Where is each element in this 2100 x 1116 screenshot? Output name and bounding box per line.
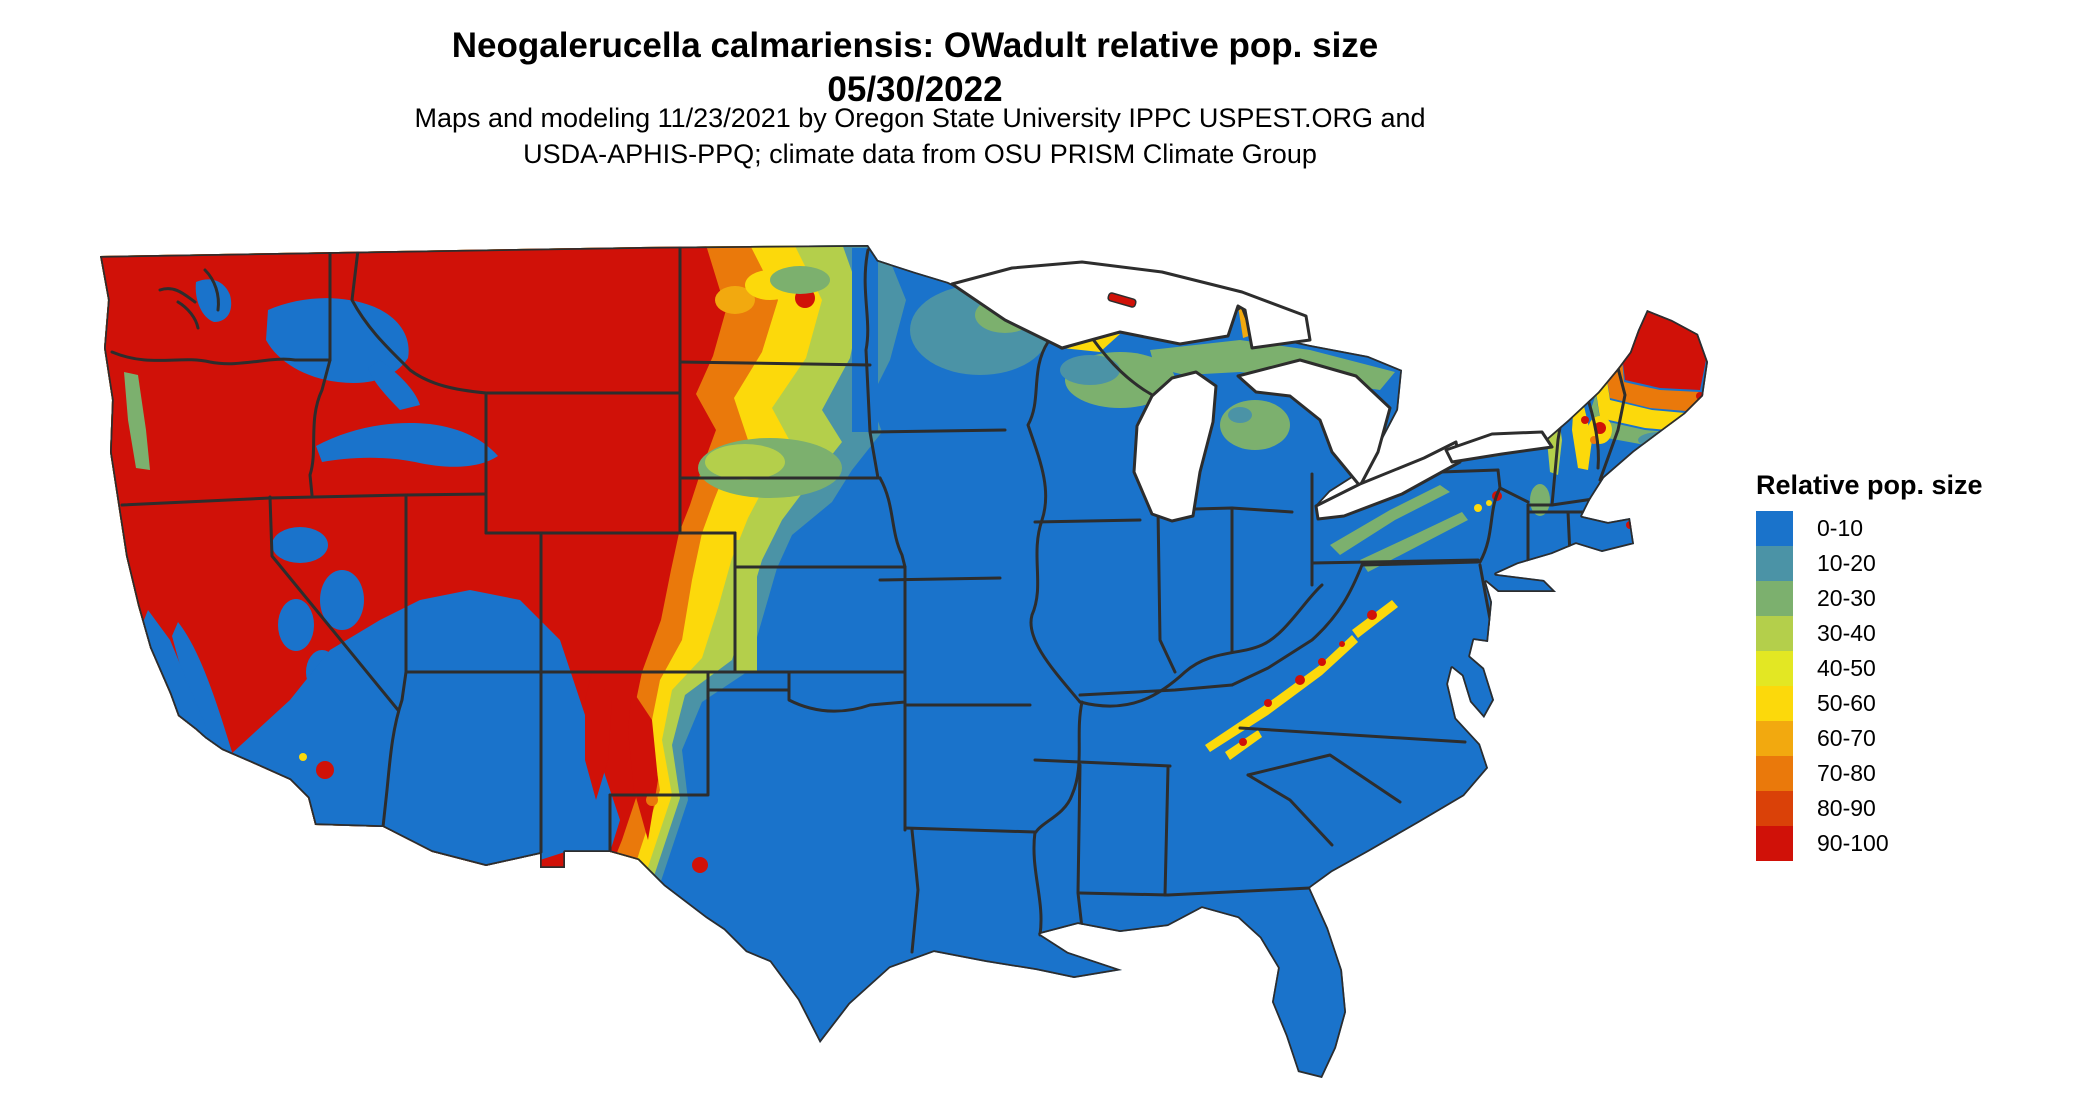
legend-label: 0-10: [1817, 515, 1864, 541]
map-date: 05/30/2022: [827, 69, 1003, 109]
legend-label: 80-90: [1817, 795, 1876, 821]
legend-row: 30-40: [1756, 616, 2086, 651]
great-lakes: [950, 260, 1554, 523]
legend-label: 40-50: [1817, 655, 1876, 681]
legend-label: 60-70: [1817, 725, 1876, 751]
legend-rows: 0-10 10-20 20-30 30-40 40-50 50-60 60-70 70-80 8…: [1756, 511, 2086, 861]
legend-swatch-0-10: [1756, 511, 1793, 546]
legend-label: 90-100: [1817, 830, 1889, 856]
legend-swatch-10-20: [1756, 546, 1793, 581]
map-legend: Relative pop. size 0-10 10-20 20-30 30-40 40…: [1756, 470, 2086, 861]
legend-row: 90-100: [1756, 826, 2086, 861]
legend-label: 50-60: [1817, 690, 1876, 716]
legend-swatch-90-100: [1756, 826, 1793, 861]
map-title-block: Neogalerucella calmariensis: OWadult rel…: [0, 24, 1830, 112]
lake-michigan: [1132, 370, 1218, 523]
legend-row: 80-90: [1756, 791, 2086, 826]
legend-row: 40-50: [1756, 651, 2086, 686]
legend-label: 30-40: [1817, 620, 1876, 646]
legend-row: 10-20: [1756, 546, 2086, 581]
legend-label: 70-80: [1817, 760, 1876, 786]
legend-title: Relative pop. size: [1756, 470, 1983, 500]
isle-royale-sliver: [1107, 292, 1137, 308]
legend-label: 10-20: [1817, 550, 1876, 576]
attribution-line-2: USDA-APHIS-PPQ; climate data from OSU PR…: [523, 139, 1317, 170]
attribution-line-1: Maps and modeling 11/23/2021 by Oregon S…: [414, 103, 1426, 133]
legend-label: 20-30: [1817, 585, 1876, 611]
lake-ontario: [1444, 430, 1554, 464]
legend-row: 60-70: [1756, 721, 2086, 756]
legend-swatch-40-50: [1756, 651, 1793, 686]
page-title: Neogalerucella calmariensis: OWadult rel…: [451, 26, 1379, 65]
legend-swatch-60-70: [1756, 721, 1793, 756]
state-borders: [110, 245, 1627, 954]
legend-row: 70-80: [1756, 756, 2086, 791]
legend-row: 50-60: [1756, 686, 2086, 721]
legend-swatch-30-40: [1756, 616, 1793, 651]
legend-swatch-50-60: [1756, 686, 1793, 721]
puget-sound-inlets: [158, 268, 220, 330]
map-subtitle-block: Maps and modeling 11/23/2021 by Oregon S…: [0, 100, 1840, 173]
legend-swatch-70-80: [1756, 756, 1793, 791]
legend-row: 20-30: [1756, 581, 2086, 616]
legend-swatch-20-30: [1756, 581, 1793, 616]
legend-swatch-80-90: [1756, 791, 1793, 826]
legend-row: 0-10: [1756, 511, 2086, 546]
